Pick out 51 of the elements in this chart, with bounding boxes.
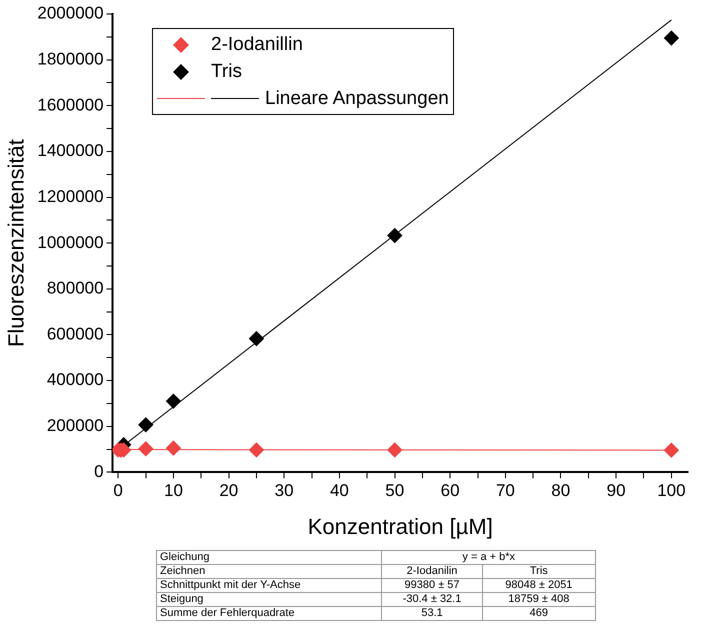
legend-label: 2-Iodanillin — [211, 34, 303, 56]
y-tick-label: 1600000 — [37, 95, 104, 114]
y-tick-label: 1400000 — [37, 141, 104, 160]
point — [138, 417, 154, 432]
text: -30.4 ± 32.1 — [382, 592, 482, 606]
text: Tris — [482, 564, 596, 578]
point — [664, 442, 679, 458]
x-tick-label: 40 — [330, 481, 349, 500]
x-tick-label: 30 — [274, 481, 294, 500]
x-tick-label: 80 — [551, 481, 570, 500]
text: 18759 ± 408 — [482, 592, 596, 606]
text: Summe der Fehlerquadrate — [156, 606, 382, 620]
text: 2-Iodanilin — [382, 564, 482, 578]
legend-label: Lineare Anpassungen — [265, 88, 449, 110]
point — [138, 441, 154, 456]
point — [387, 228, 402, 244]
text: 469 — [482, 606, 596, 620]
text: 53.1 — [382, 606, 482, 620]
point — [166, 440, 181, 456]
text: Schnittpunkt mit der Y-Achse — [156, 578, 382, 592]
point — [664, 30, 679, 46]
y-tick-label: 1800000 — [37, 50, 104, 69]
point — [248, 442, 264, 458]
x-tick-label: 50 — [385, 481, 404, 500]
y-tick-label: 400000 — [46, 370, 104, 390]
x-tick-label: 60 — [440, 481, 460, 500]
y-tick-label: 600000 — [46, 324, 104, 344]
y-tick-label: 200000 — [46, 416, 104, 436]
point — [248, 331, 264, 346]
y-axis-title: Fluoreszenzintensität — [3, 139, 28, 348]
text: Zeichnen — [156, 564, 382, 578]
text: Gleichung — [156, 550, 382, 564]
text: 98048 ± 2051 — [482, 578, 596, 592]
text: Steigung — [156, 592, 382, 606]
point — [387, 442, 402, 458]
y-tick-label: 1200000 — [37, 186, 104, 206]
x-tick-label: 70 — [496, 481, 515, 500]
x-tick-label: 90 — [606, 481, 626, 500]
text: y = a + b*x — [382, 550, 596, 564]
y-tick-label: 800000 — [46, 278, 104, 298]
y-tick-label: 2000000 — [37, 4, 104, 23]
text: 99380 ± 57 — [382, 578, 482, 592]
y-tick-label: 0 — [94, 462, 104, 481]
x-tick-label: 10 — [164, 481, 183, 500]
x-tick-label: 0 — [113, 481, 123, 500]
x-tick-label: 100 — [657, 481, 686, 500]
legend-label: Tris — [211, 60, 242, 82]
x-axis-title: Konzentration [µM] — [308, 514, 493, 539]
point — [166, 394, 181, 409]
x-tick-label: 20 — [219, 481, 238, 500]
y-tick-label: 1000000 — [37, 232, 104, 252]
